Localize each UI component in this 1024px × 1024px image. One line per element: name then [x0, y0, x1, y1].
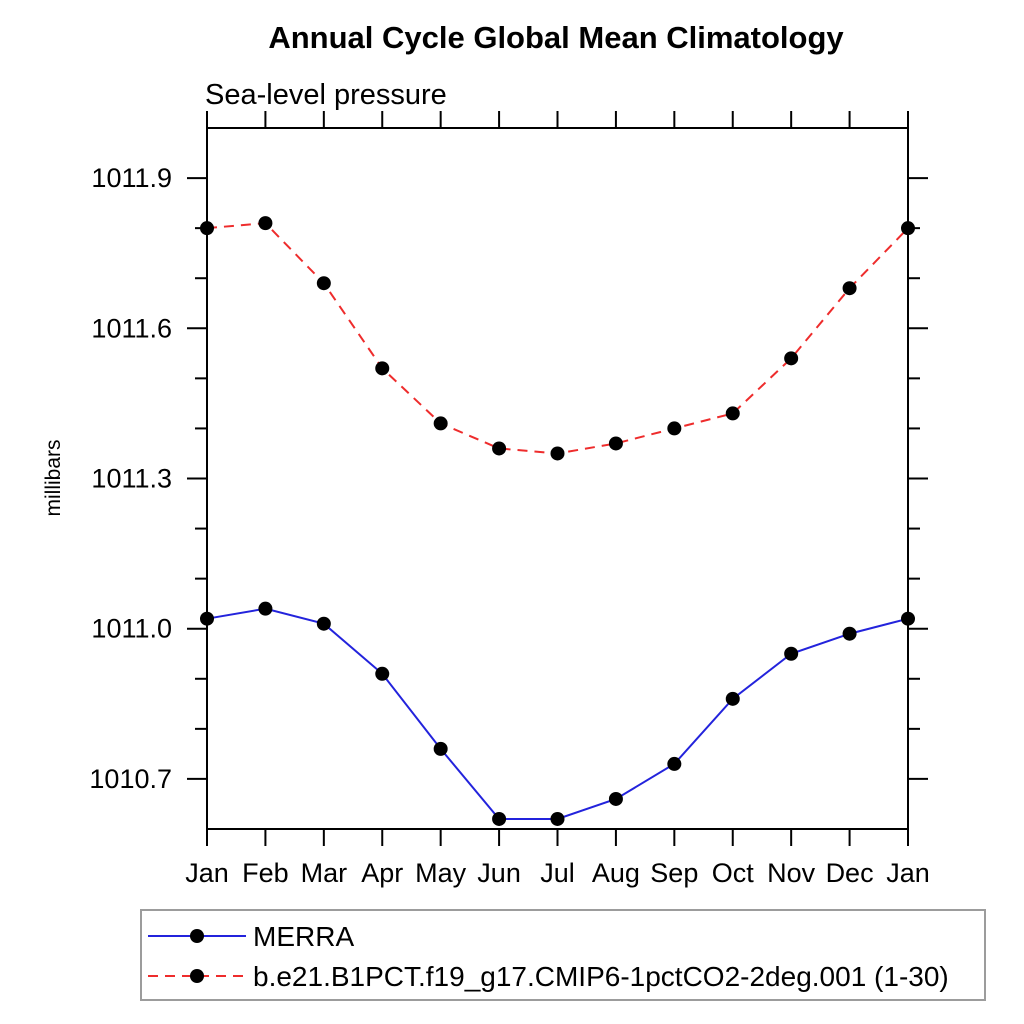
data-point-marker-series-1	[200, 221, 214, 236]
legend-marker-1	[190, 969, 204, 983]
data-point-marker-series-0	[784, 646, 799, 661]
data-point-marker-series-1	[375, 361, 390, 376]
data-point-marker-series-1	[492, 441, 507, 456]
data-point-marker-series-0	[901, 611, 915, 626]
plot-border	[206, 127, 909, 830]
x-tick-label: Feb	[242, 858, 289, 888]
data-point-marker-series-1	[842, 281, 857, 296]
data-point-marker-series-1	[725, 406, 740, 421]
data-point-marker-series-0	[725, 691, 740, 706]
x-tick-label: Sep	[650, 858, 698, 888]
x-tick-label: Aug	[592, 858, 640, 888]
x-tick-label: Jun	[477, 858, 521, 888]
x-tick-label: Apr	[361, 858, 403, 888]
series-line-1	[206, 222, 909, 455]
data-point-marker-series-0	[316, 616, 331, 631]
data-point-marker-series-0	[258, 601, 273, 616]
legend: MERRA b.e21.B1PCT.f19_g17.CMIP6-1pctCO2-2…	[140, 909, 986, 1001]
data-point-marker-series-1	[901, 221, 915, 236]
x-tick-label: Oct	[712, 858, 755, 888]
data-point-marker-series-0	[667, 756, 682, 771]
x-tick-label: Jan	[886, 858, 930, 888]
data-point-marker-series-1	[667, 421, 682, 436]
x-tick-label: Jul	[540, 858, 575, 888]
y-tick-label: 1010.7	[89, 764, 172, 794]
y-tick-label: 1011.6	[91, 313, 172, 343]
y-axis-label: millibars	[42, 439, 65, 516]
x-tick-label: Mar	[301, 858, 348, 888]
data-point-marker-series-0	[375, 666, 390, 681]
plot-area: Jan Feb Mar Apr May Jun Jul Aug Sep Oct Nov Dec Jan 1…	[89, 111, 930, 888]
chart-subtitle: Sea-level pressure	[205, 79, 447, 111]
data-point-marker-series-0	[492, 811, 507, 826]
data-point-marker-series-0	[433, 741, 448, 756]
data-point-marker-series-1	[550, 446, 565, 461]
legend-label-0: MERRA	[253, 921, 354, 952]
legend-label-1: b.e21.B1PCT.f19_g17.CMIP6-1pctCO2-2deg.0…	[253, 961, 949, 992]
legend-box	[140, 909, 986, 1001]
data-point-marker-series-0	[200, 611, 214, 626]
data-point-marker-series-1	[316, 276, 331, 291]
legend-marker-0	[190, 929, 204, 943]
y-tick-label: 1011.0	[91, 614, 172, 644]
data-point-marker-series-0	[550, 811, 565, 826]
y-tick-label: 1011.3	[91, 464, 172, 494]
data-point-marker-series-0	[608, 791, 623, 806]
chart-title: Annual Cycle Global Mean Climatology	[268, 20, 844, 55]
series-line-0	[206, 607, 909, 820]
x-tick-label: May	[415, 858, 467, 888]
data-point-marker-series-1	[258, 216, 273, 231]
data-point-marker-series-1	[784, 351, 799, 366]
y-tick-label: 1011.9	[91, 163, 172, 193]
data-point-marker-series-1	[433, 416, 448, 431]
x-tick-label: Nov	[767, 858, 816, 888]
data-point-marker-series-1	[608, 436, 623, 451]
x-tick-label: Dec	[826, 858, 874, 888]
x-tick-label: Jan	[185, 858, 229, 888]
data-point-marker-series-0	[842, 626, 857, 641]
